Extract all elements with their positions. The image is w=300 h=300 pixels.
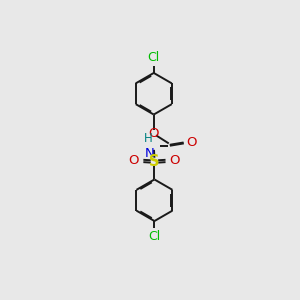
Text: O: O [187, 136, 197, 149]
Text: Cl: Cl [148, 51, 160, 64]
Text: O: O [129, 154, 139, 167]
Text: O: O [170, 154, 180, 167]
Text: H: H [144, 132, 153, 145]
Text: Cl: Cl [148, 230, 160, 243]
Text: S: S [149, 154, 160, 169]
Text: O: O [148, 127, 159, 140]
Text: N: N [145, 147, 154, 160]
